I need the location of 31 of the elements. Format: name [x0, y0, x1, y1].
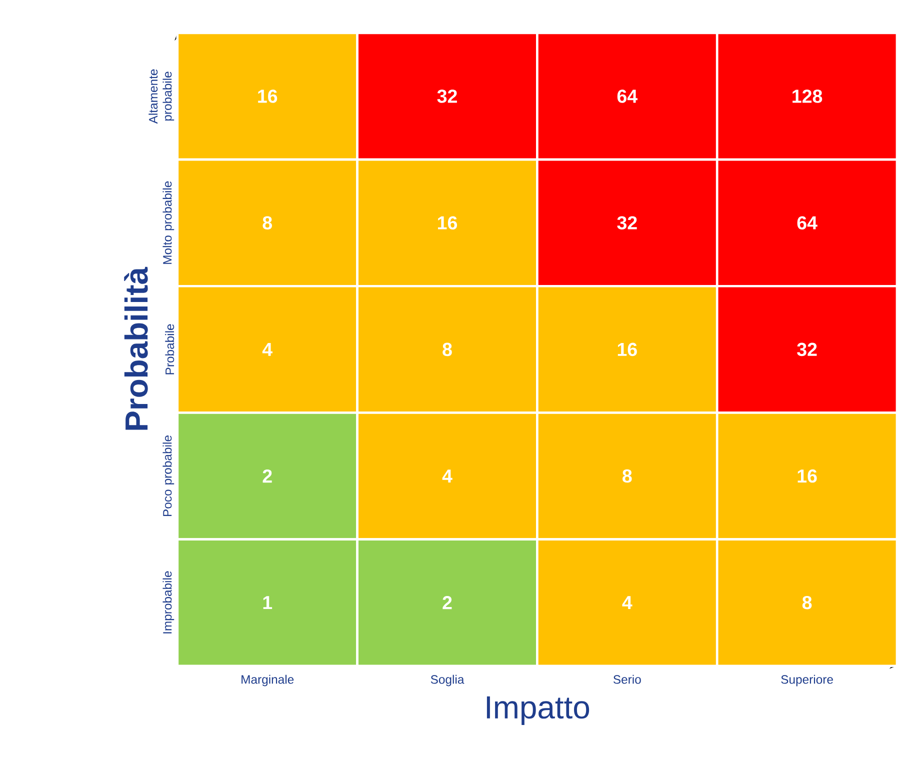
data-label: 32	[797, 342, 817, 356]
x-tick-label: Superiore	[781, 674, 833, 686]
data-label: 4	[442, 470, 452, 482]
x-axis-title: Impatto	[486, 696, 590, 725]
data-label: 4	[262, 342, 272, 356]
data-label: 2	[442, 596, 452, 610]
data-label: 2	[262, 469, 272, 483]
data-label: 64	[797, 216, 818, 230]
data-label: 8	[442, 342, 452, 356]
data-label: 16	[618, 342, 637, 356]
y-tick-label: Altamente probabile	[148, 69, 174, 124]
data-label: 1	[263, 596, 272, 610]
data-label: 128	[792, 90, 822, 103]
y-tick-label: Poco probabile	[162, 436, 174, 516]
y-tick-label: Molto probabile	[162, 181, 174, 264]
data-label: 8	[622, 469, 632, 483]
data-label: 16	[798, 469, 817, 483]
data-label: 32	[437, 90, 457, 103]
data-label: 8	[262, 216, 272, 230]
data-label: 16	[438, 216, 458, 230]
y-tick-label: Probabile	[165, 324, 174, 374]
x-tick-label: Soglia	[430, 674, 464, 686]
data-label: 16	[258, 90, 278, 103]
data-label: 4	[622, 596, 632, 610]
x-tick-label: Marginale	[242, 674, 294, 686]
data-label: 64	[617, 90, 638, 103]
y-tick-label: Improbabile	[162, 571, 174, 634]
y-axis-title: Probabilità	[124, 266, 148, 430]
data-label: 8	[802, 596, 812, 610]
x-tick-label: Serio	[613, 674, 641, 684]
data-label: 32	[617, 216, 637, 230]
